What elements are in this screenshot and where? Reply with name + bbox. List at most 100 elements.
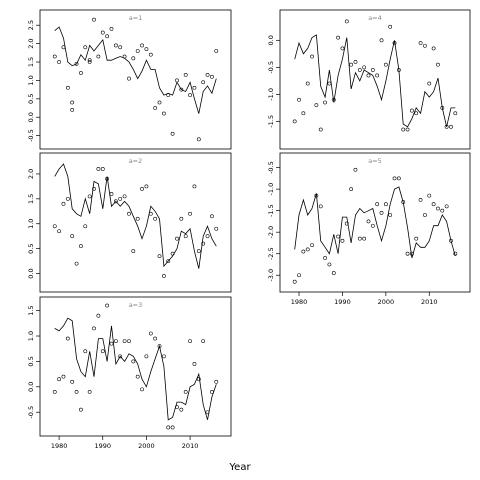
data-point: [410, 251, 414, 256]
data-point: [96, 313, 101, 318]
data-point: [310, 54, 314, 59]
y-tick-label: 0.5: [27, 356, 35, 366]
x-tick-label: 2000: [138, 442, 155, 450]
data-point: [214, 49, 219, 53]
data-point: [140, 43, 144, 48]
data-point: [344, 221, 349, 226]
data-point: [83, 224, 88, 229]
data-point: [449, 124, 453, 129]
data-point: [57, 60, 61, 64]
data-point: [74, 389, 79, 394]
data-point: [366, 219, 371, 224]
data-point: [74, 61, 79, 66]
data-point: [453, 111, 458, 116]
data-point: [375, 73, 380, 78]
data-point: [388, 24, 393, 29]
data-point: [431, 202, 436, 207]
data-point: [52, 54, 57, 59]
data-point: [379, 210, 384, 215]
data-point: [175, 405, 179, 410]
series-line: [54, 26, 217, 114]
data-point: [353, 167, 358, 172]
panel-label: a=1: [129, 14, 143, 22]
y-tick-label: 0.0: [27, 382, 35, 392]
data-point: [144, 354, 149, 359]
data-point: [87, 58, 92, 63]
x-tick-label: 2010: [182, 442, 199, 450]
panel-4: -1.5 -1.0 -0.5 0.0 a=4: [267, 9, 471, 150]
x-tick-label: 1990: [94, 442, 111, 450]
data-point: [301, 249, 306, 254]
y-tick-label: 1.5: [27, 57, 35, 67]
data-point: [122, 339, 127, 344]
panel-2: 0.0 0.5 1.0 1.5 2.0 a=2: [27, 152, 232, 293]
data-point: [92, 186, 96, 191]
data-point: [92, 17, 96, 22]
y-tick-label: 1.0: [27, 75, 35, 85]
panel-label: a=5: [368, 157, 382, 165]
data-point: [118, 354, 123, 359]
data-point: [52, 224, 57, 229]
data-point: [405, 251, 410, 256]
y-tick-label: 1.5: [27, 194, 35, 204]
data-point: [153, 106, 158, 110]
data-point: [297, 97, 301, 102]
data-point: [79, 244, 83, 249]
panel-5: -3.0 -2.5 -2.0 -1.5 -1.0 -0.5 1980 1990 2000 2010…: [267, 152, 471, 306]
data-point: [196, 137, 201, 142]
data-point: [87, 389, 92, 394]
data-point: [392, 41, 397, 45]
data-point: [318, 204, 323, 209]
y-tick-label: 0.0: [27, 112, 35, 122]
data-point: [131, 249, 136, 254]
data-point: [336, 234, 340, 239]
x-tick-label: 2000: [378, 298, 395, 306]
data-point: [192, 85, 197, 90]
data-point: [122, 54, 127, 59]
y-tick-label: 0.0: [267, 35, 275, 45]
data-point: [100, 167, 105, 171]
y-tick-label: -2.5: [267, 247, 275, 260]
y-tick-label: -1.5: [267, 115, 275, 128]
panel-frame: [279, 152, 471, 293]
data-point: [401, 127, 406, 132]
y-tick-label: -1.5: [267, 204, 275, 217]
y-tick-label: 0.5: [27, 94, 35, 104]
data-point: [127, 339, 131, 344]
data-point: [423, 213, 427, 217]
data-point: [170, 131, 175, 136]
data-point: [353, 60, 358, 64]
x-tick-label: 1980: [291, 298, 308, 306]
series-line: [294, 186, 456, 259]
data-point: [118, 45, 123, 50]
data-point: [331, 97, 336, 102]
y-tick-label: 2.0: [27, 38, 35, 48]
data-point: [418, 197, 423, 202]
data-point: [105, 177, 110, 181]
data-point: [366, 73, 371, 78]
data-point: [188, 211, 192, 216]
data-point: [297, 273, 301, 278]
data-point: [153, 336, 158, 341]
data-point: [188, 339, 192, 344]
panel-3: -0.5 0.0 0.5 1.0 1.5 1980 1990 2000 2010 a=3: [27, 296, 232, 450]
data-point: [157, 100, 162, 105]
data-point: [161, 274, 166, 278]
data-point: [401, 200, 406, 204]
data-point: [375, 202, 380, 207]
y-tick-label: -0.5: [267, 161, 275, 174]
x-tick-label: 1990: [334, 298, 351, 306]
data-point: [109, 191, 114, 196]
data-point: [362, 65, 367, 70]
data-point: [148, 52, 153, 57]
data-point: [444, 204, 449, 209]
data-point: [157, 344, 162, 349]
data-point: [196, 249, 201, 254]
data-point: [105, 303, 110, 308]
data-point: [201, 339, 206, 344]
data-point: [340, 46, 345, 51]
data-point: [113, 339, 118, 344]
data-point: [414, 236, 419, 241]
data-point: [192, 362, 197, 366]
data-point: [405, 127, 410, 132]
